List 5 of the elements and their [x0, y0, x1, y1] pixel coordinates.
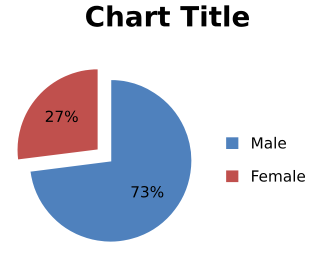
legend-label: Female [252, 170, 306, 182]
legend-label: Male [252, 136, 286, 149]
chart-title: Chart Title [86, 5, 249, 27]
data-label: 73% [131, 186, 164, 198]
data-label: 27% [46, 110, 78, 122]
